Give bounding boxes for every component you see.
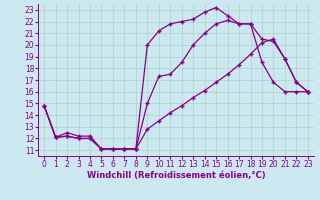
- X-axis label: Windchill (Refroidissement éolien,°C): Windchill (Refroidissement éolien,°C): [87, 171, 265, 180]
